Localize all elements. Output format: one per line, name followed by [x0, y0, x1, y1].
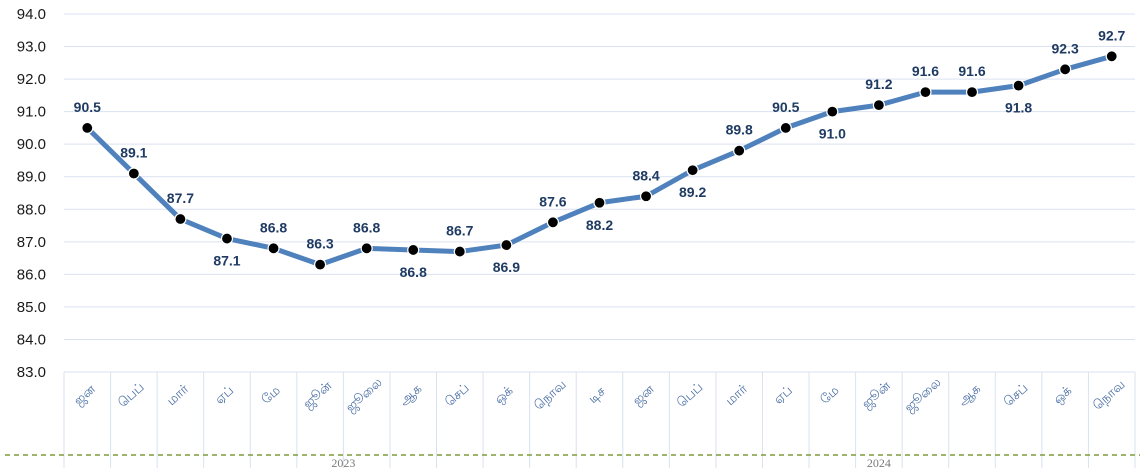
- data-label: 91.0: [819, 126, 846, 142]
- year-label: 2024: [867, 456, 891, 470]
- x-tick-label: பெப்: [116, 380, 148, 411]
- x-tick-label: டிச: [586, 384, 609, 407]
- y-tick-label: 90.0: [17, 136, 46, 153]
- x-tick-label: ஜூலை: [343, 375, 386, 416]
- x-tick-label: செப்: [1001, 381, 1031, 410]
- x-tick-label: மே: [259, 383, 284, 407]
- x-tick-label: ஆக: [397, 382, 425, 410]
- data-label: 86.9: [493, 259, 520, 275]
- data-point: [81, 121, 94, 135]
- data-label: 92.7: [1098, 27, 1125, 43]
- series-line: [84, 53, 1115, 268]
- y-tick-label: 87.0: [17, 234, 46, 251]
- data-label: 87.1: [213, 253, 240, 269]
- data-point: [546, 216, 560, 229]
- y-tick-label: 92.0: [17, 71, 46, 88]
- data-label: 86.8: [260, 219, 287, 235]
- x-tick-label: ஏப்: [771, 383, 796, 407]
- data-point: [1012, 79, 1025, 92]
- x-axis-ticks: ஜன பெப் மார் ஏப் மே ஜூன் ஜூலை ஆக செப் ஒக் நொவ டிச ஜன…: [71, 375, 1128, 416]
- data-points: [81, 50, 1118, 271]
- data-label: 86.8: [353, 219, 380, 235]
- data-label: 86.8: [400, 264, 427, 280]
- data-point: [174, 212, 187, 226]
- x-tick-label: செப்: [442, 381, 472, 410]
- x-tick-label: பெப்: [674, 380, 706, 411]
- year-label: 2023: [331, 456, 355, 470]
- data-point: [1059, 63, 1072, 76]
- data-point: [826, 105, 839, 118]
- x-tick-label: ஜூன்: [859, 378, 894, 412]
- x-tick-label: நொவ: [532, 377, 570, 413]
- data-label: 88.4: [632, 167, 659, 183]
- data-point: [500, 238, 513, 252]
- data-label: 91.6: [912, 63, 939, 79]
- x-tick-label: ஜூலை: [902, 375, 945, 416]
- x-tick-label: ஏப்: [212, 383, 237, 407]
- x-tick-label: ஒக்: [492, 383, 516, 407]
- x-tick-label: ஜன: [630, 382, 658, 409]
- data-point: [639, 190, 653, 203]
- data-label: 89.8: [726, 122, 753, 138]
- x-tick-label: ஆக: [955, 382, 983, 410]
- year-axis: 2023 2024: [5, 454, 1140, 470]
- data-point: [965, 86, 979, 99]
- data-point: [1105, 50, 1118, 63]
- x-tick-label: மார்: [164, 382, 192, 409]
- data-point: [453, 245, 466, 258]
- data-label: 91.2: [865, 76, 892, 92]
- data-label: 88.2: [586, 217, 613, 233]
- x-tick-label: ஜூன்: [300, 378, 335, 412]
- x-tick-label: மே: [818, 383, 843, 407]
- data-point: [220, 232, 234, 245]
- data-label: 89.2: [679, 184, 706, 200]
- y-tick-label: 83.0: [17, 364, 46, 381]
- x-tick-label: ஜன: [71, 382, 99, 409]
- data-label: 86.3: [306, 236, 333, 252]
- data-label: 87.7: [167, 190, 194, 206]
- y-tick-label: 84.0: [17, 331, 46, 348]
- y-tick-label: 89.0: [17, 169, 46, 186]
- data-point: [919, 86, 932, 99]
- data-label: 92.3: [1052, 40, 1079, 56]
- data-point: [686, 164, 699, 177]
- gridlines: [63, 13, 1136, 468]
- data-point: [360, 242, 373, 255]
- data-labels: 90.5 89.1 87.7 87.1 86.8 86.3 86.8 86.8 86.7 86.9…: [74, 27, 1126, 280]
- data-point: [314, 258, 327, 271]
- y-tick-label: 94.0: [17, 6, 46, 23]
- x-tick-label: ஒக்: [1051, 383, 1075, 407]
- data-label: 90.5: [772, 99, 799, 115]
- data-point: [127, 167, 140, 180]
- y-tick-label: 85.0: [17, 299, 46, 316]
- data-point: [872, 99, 885, 112]
- series-line-group: [84, 53, 1115, 268]
- data-label: 91.6: [958, 63, 985, 79]
- y-tick-label: 93.0: [17, 39, 46, 56]
- data-label: 87.6: [539, 193, 566, 209]
- x-tick-label: நொவ: [1090, 377, 1128, 413]
- y-tick-label: 91.0: [17, 104, 46, 121]
- data-point: [593, 196, 606, 209]
- data-point: [407, 243, 420, 257]
- y-tick-label: 88.0: [17, 201, 46, 218]
- data-point: [779, 121, 792, 135]
- data-point: [733, 144, 746, 157]
- y-tick-label: 86.0: [17, 266, 46, 283]
- x-tick-label: மார்: [723, 382, 751, 409]
- data-label: 86.7: [446, 223, 473, 239]
- data-label: 90.5: [74, 99, 101, 115]
- y-axis-ticks: 83.0 84.0 85.0 86.0 87.0 88.0 89.0 90.0 91.0 92.0…: [17, 6, 46, 381]
- data-label: 89.1: [120, 144, 147, 160]
- data-point: [267, 242, 280, 255]
- data-label: 91.8: [1005, 100, 1032, 116]
